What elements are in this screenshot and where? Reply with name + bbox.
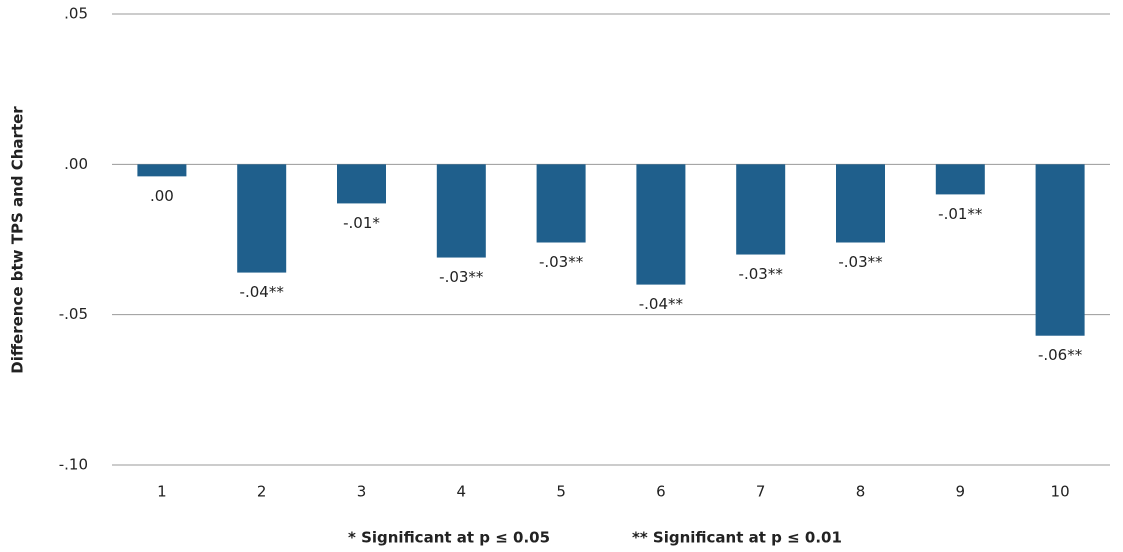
x-tick-label: 4 xyxy=(457,483,467,501)
data-label: -.03** xyxy=(539,253,584,271)
x-tick-label: 7 xyxy=(756,483,766,501)
data-label: -.04** xyxy=(639,295,684,313)
footnote: ** Significant at p ≤ 0.01 xyxy=(632,529,842,547)
bar xyxy=(736,164,786,255)
bar xyxy=(636,164,686,285)
y-tick-label: -.10 xyxy=(59,456,88,474)
bar xyxy=(237,164,287,273)
data-label: -.03** xyxy=(739,265,784,283)
data-label: -.03** xyxy=(439,268,484,286)
x-tick-label: 9 xyxy=(956,483,966,501)
data-label: .00 xyxy=(150,187,174,205)
bar xyxy=(337,164,386,204)
data-label: -.06** xyxy=(1038,346,1083,364)
y-tick-label: .05 xyxy=(64,5,88,23)
data-label: -.04** xyxy=(240,283,285,301)
y-axis-label: Difference btw TPS and Charter xyxy=(9,106,27,374)
bar xyxy=(536,164,586,243)
y-tick-label: -.05 xyxy=(59,305,88,323)
footnote: * Significant at p ≤ 0.05 xyxy=(348,529,550,547)
bar xyxy=(1035,164,1085,336)
bar xyxy=(436,164,486,258)
x-tick-label: 3 xyxy=(357,483,367,501)
bar xyxy=(137,164,187,177)
y-tick-label: .00 xyxy=(64,155,88,173)
x-tick-label: 6 xyxy=(656,483,666,501)
x-tick-label: 5 xyxy=(556,483,566,501)
data-label: -.03** xyxy=(838,253,883,271)
data-label: -.01* xyxy=(343,214,380,232)
x-tick-label: 1 xyxy=(157,483,167,501)
x-tick-label: 10 xyxy=(1051,483,1070,501)
bar xyxy=(935,164,985,195)
bar xyxy=(836,164,885,243)
x-tick-label: 2 xyxy=(257,483,267,501)
data-label: -.01** xyxy=(938,205,983,223)
x-tick-label: 8 xyxy=(856,483,866,501)
